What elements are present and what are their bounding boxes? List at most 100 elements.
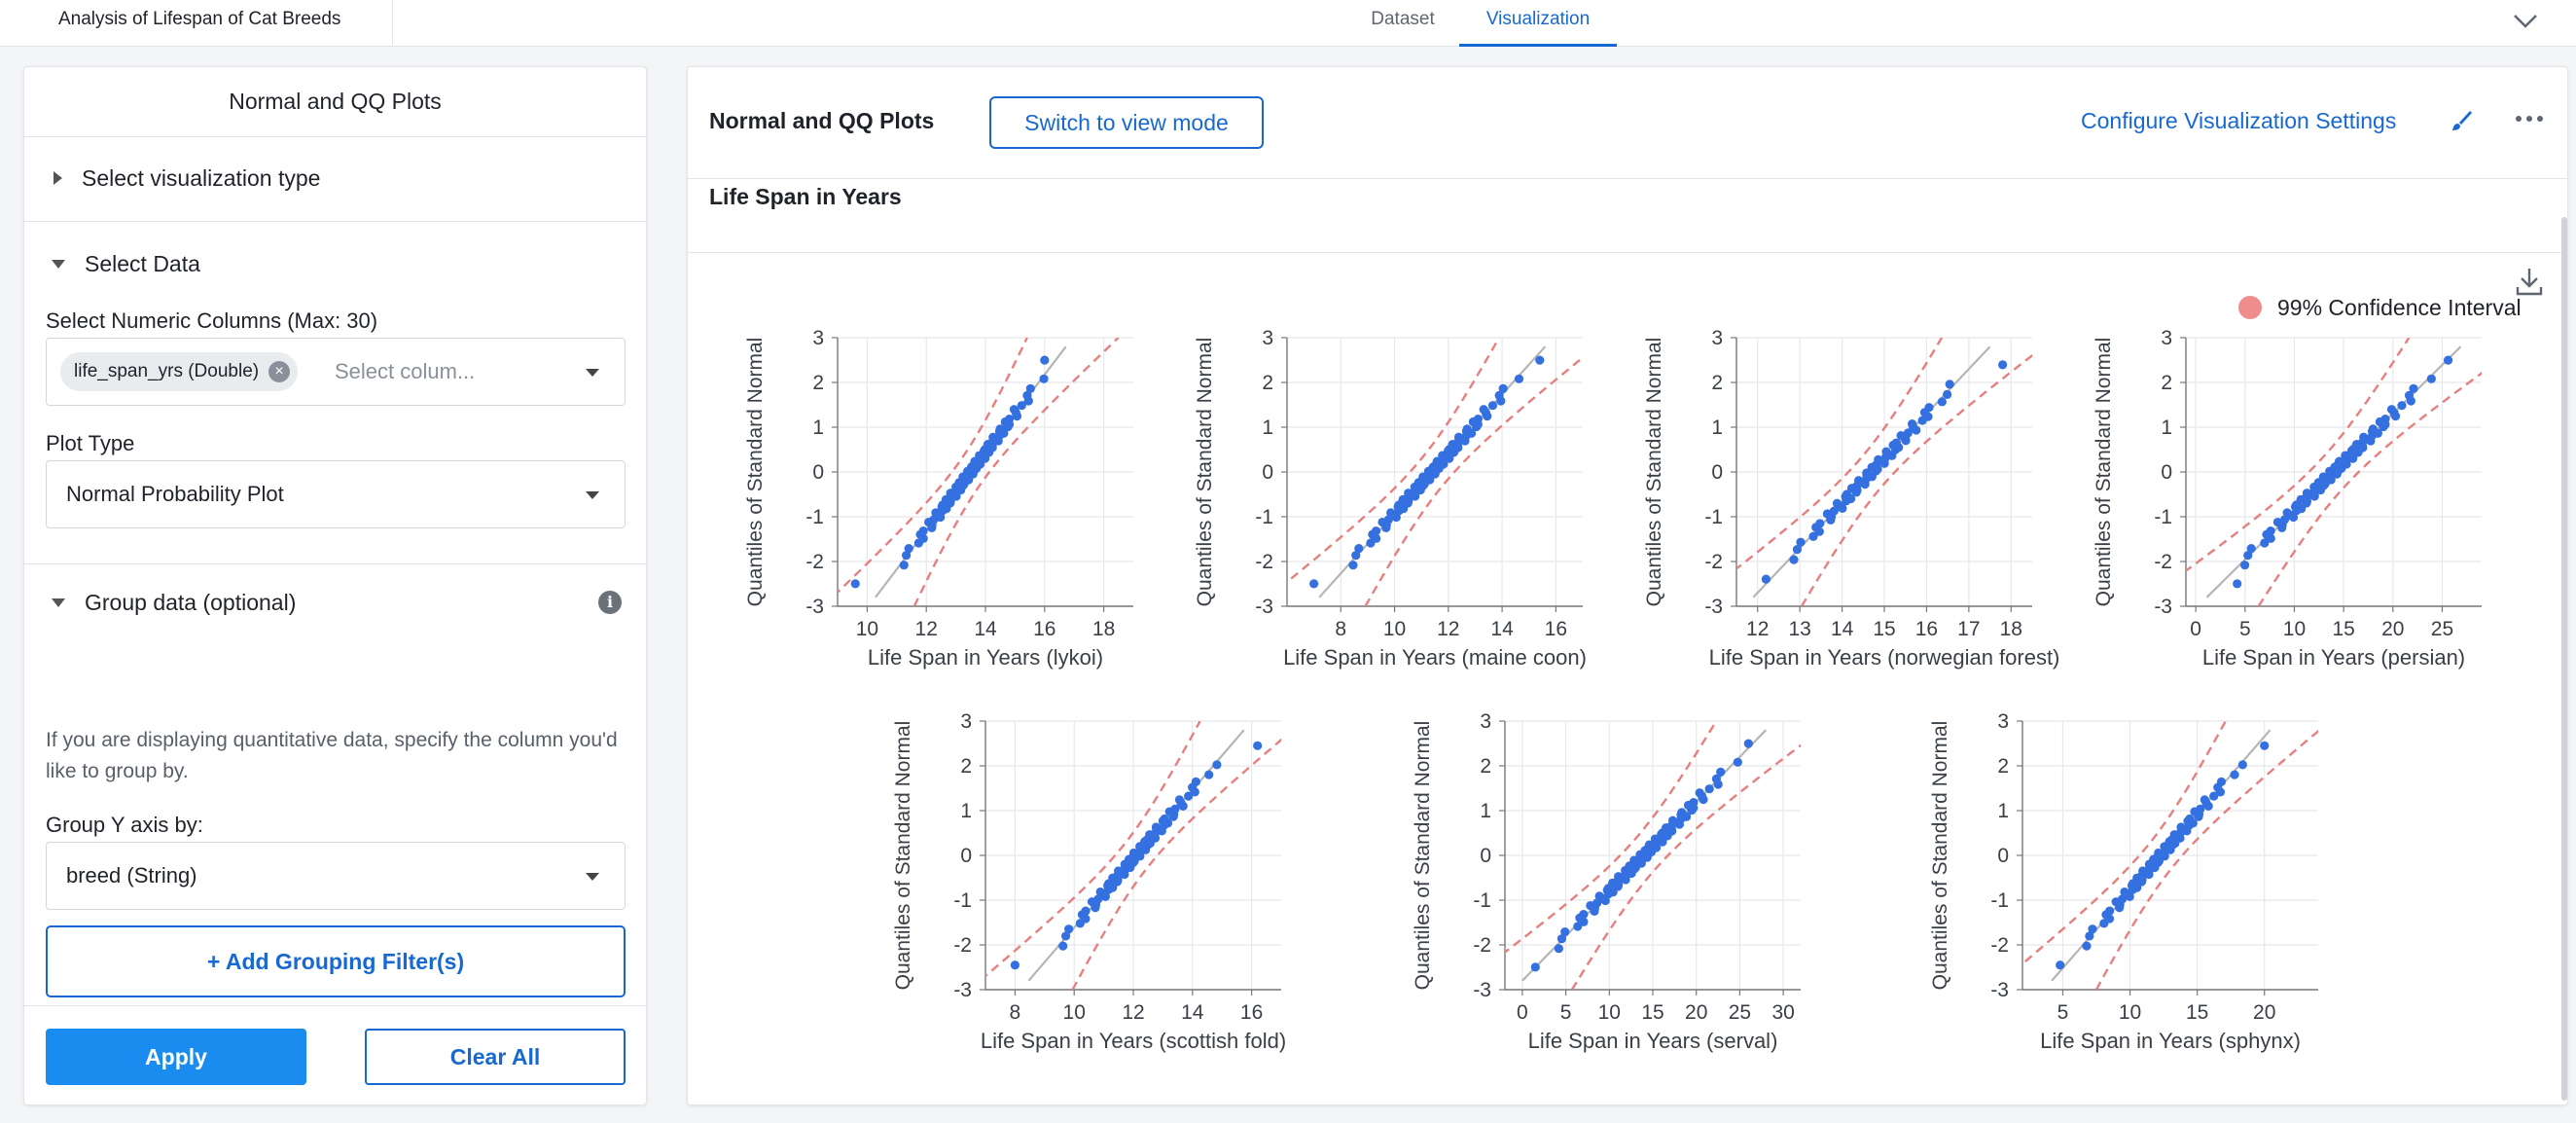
data-point — [2409, 383, 2418, 393]
data-point — [1808, 531, 1818, 541]
data-point — [2200, 795, 2209, 805]
data-point — [1761, 574, 1771, 584]
plot-type-value: Normal Probability Plot — [66, 482, 284, 506]
more-options-icon[interactable] — [2515, 114, 2544, 124]
tab-dataset[interactable]: Dataset — [1371, 9, 1435, 29]
data-point — [1009, 405, 1020, 415]
data-point — [2237, 760, 2247, 770]
data-point — [1453, 432, 1464, 442]
info-icon[interactable]: i — [598, 591, 622, 614]
y-tick-label: 3 — [1480, 710, 1491, 733]
plot-area — [838, 338, 1120, 606]
data-point — [1004, 415, 1015, 424]
data-point — [2243, 551, 2253, 561]
x-tick-label: 14 — [1831, 618, 1854, 640]
vertical-scrollbar[interactable] — [2561, 217, 2567, 1101]
data-point — [1386, 508, 1396, 518]
add-grouping-filter-button[interactable]: + Add Grouping Filter(s) — [46, 925, 626, 997]
group-y-select[interactable]: breed (String) — [46, 842, 626, 910]
data-point — [1174, 795, 1185, 805]
apply-button[interactable]: Apply — [46, 1029, 306, 1085]
clear-all-button[interactable]: Clear All — [365, 1029, 626, 1085]
ci-band-upper — [1287, 338, 1501, 584]
x-tick-label: 16 — [1033, 618, 1055, 640]
data-point — [1998, 360, 2008, 370]
plot-type-select[interactable]: Normal Probability Plot — [46, 460, 626, 528]
download-icon[interactable] — [2515, 266, 2544, 297]
data-point — [1184, 791, 1194, 801]
y-tick-label: 3 — [960, 710, 972, 733]
configure-visualization-settings-link[interactable]: Configure Visualization Settings — [2081, 108, 2397, 133]
data-point — [1614, 872, 1624, 882]
x-tick-label: 16 — [1240, 1001, 1263, 1024]
data-point — [1711, 774, 1721, 783]
divider — [24, 563, 646, 564]
y-tick-label: -3 — [2154, 596, 2172, 618]
data-point — [1253, 741, 1263, 750]
x-tick-label: 12 — [1122, 1001, 1144, 1024]
data-point — [904, 544, 913, 554]
ci-band-upper — [2186, 338, 2411, 572]
data-point — [1733, 757, 1742, 767]
data-point — [1629, 855, 1639, 865]
data-point — [1695, 788, 1704, 798]
y-tick-label: -3 — [1990, 979, 2009, 1001]
ci-band-upper — [1736, 338, 1944, 570]
data-point — [1191, 777, 1200, 786]
brush-icon[interactable] — [2449, 108, 2474, 133]
data-point — [1896, 431, 1906, 441]
data-point — [1554, 944, 1563, 954]
y-tick-label: -1 — [2154, 506, 2172, 528]
x-tick-label: 12 — [1437, 618, 1459, 640]
dropdown-arrow-icon — [586, 369, 599, 377]
numeric-columns-select[interactable]: life_span_yrs (Double) × Select colum... — [46, 338, 626, 406]
x-tick-label: 10 — [2119, 1001, 2141, 1024]
left-config-panel: Normal and QQ Plots Select visualization… — [23, 66, 647, 1105]
data-point — [2176, 822, 2186, 832]
x-tick-label: 5 — [2057, 1001, 2069, 1024]
y-tick-label: 3 — [1997, 710, 2009, 733]
y-tick-label: 3 — [1711, 327, 1723, 349]
caret-down-icon — [52, 598, 65, 607]
x-tick-label: 10 — [2283, 618, 2306, 640]
y-axis-label: Quantiles of Standard Normal — [1412, 721, 1434, 991]
plot-area — [2186, 338, 2482, 606]
y-tick-label: -1 — [1473, 889, 1491, 912]
y-axis-label: Quantiles of Standard Normal — [744, 338, 767, 607]
section-select-data[interactable]: Select Data — [24, 244, 646, 283]
y-axis-label: Quantiles of Standard Normal — [892, 721, 914, 991]
x-tick-label: 25 — [1729, 1001, 1751, 1024]
caret-right-icon — [54, 171, 62, 185]
y-tick-label: 0 — [812, 461, 824, 484]
data-point — [1796, 537, 1806, 547]
data-point — [1160, 814, 1169, 824]
data-point — [1945, 380, 1954, 389]
data-point — [1479, 405, 1488, 415]
x-tick-label: 10 — [1598, 1001, 1621, 1024]
ci-band-upper — [838, 338, 1028, 595]
tab-visualization[interactable]: Visualization — [1459, 0, 1617, 47]
data-point — [1060, 931, 1071, 941]
data-point — [2302, 489, 2312, 498]
plot-type-label: Plot Type — [46, 431, 135, 455]
chevron-down-icon[interactable] — [2510, 8, 2541, 35]
data-point — [1792, 545, 1803, 555]
data-point — [2266, 526, 2275, 536]
section-select-visualization-type[interactable]: Select visualization type — [24, 159, 646, 198]
data-point — [1114, 866, 1124, 876]
x-tick-label: 5 — [1560, 1001, 1572, 1024]
y-axis-label: Quantiles of Standard Normal — [2093, 338, 2115, 607]
remove-chip-icon[interactable]: × — [268, 361, 291, 382]
data-point — [1039, 374, 1049, 383]
chart-subtitle: Life Span in Years — [709, 184, 902, 209]
x-axis-label: Life Span in Years (norwegian forest) — [1709, 645, 2060, 670]
y-axis-label: Quantiles of Standard Normal — [1929, 721, 1951, 991]
y-tick-label: 2 — [1997, 755, 2009, 778]
data-point — [1064, 924, 1074, 934]
switch-to-view-mode-button[interactable]: Switch to view mode — [989, 96, 1264, 149]
app-title: Analysis of Lifespan of Cat Breeds — [27, 0, 393, 45]
data-point — [1204, 770, 1214, 779]
section-group-data[interactable]: Group data (optional) — [24, 583, 646, 622]
section-label: Select Data — [85, 250, 200, 276]
